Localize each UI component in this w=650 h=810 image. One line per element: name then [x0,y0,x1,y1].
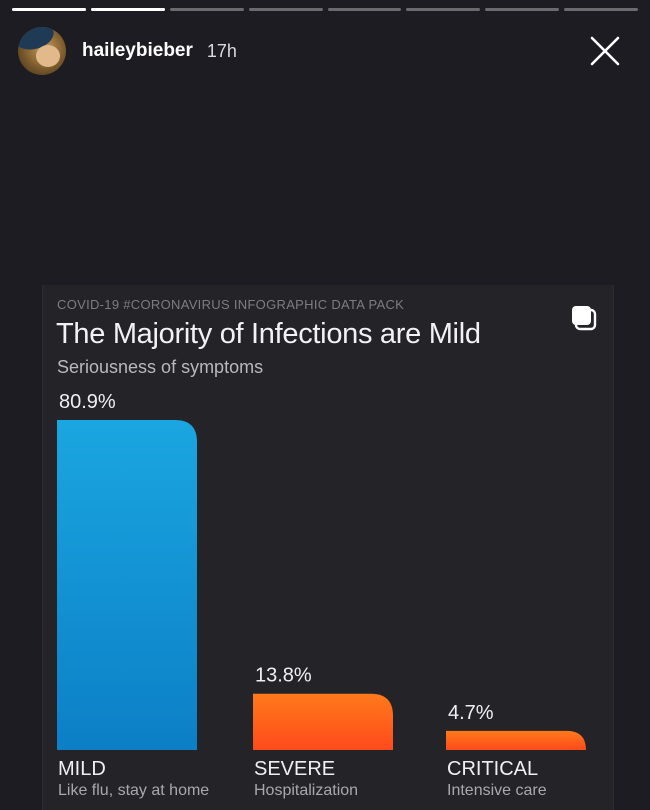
copy-icon[interactable] [569,303,599,333]
infographic-kicker: COVID-19 #CORONAVIRUS INFOGRAPHIC DATA P… [57,297,405,312]
bar-severe [253,693,393,750]
progress-segment-fill [12,8,86,11]
category-note-critical: Intensive care [447,782,547,799]
bar-mild [57,420,197,750]
progress-segment [485,8,560,11]
story-progress-bar [12,8,638,11]
progress-segment [169,8,244,11]
timestamp: 17h [206,40,237,61]
value-label-severe: 13.8% [255,665,312,687]
infographic-card: COVID-19 #CORONAVIRUS INFOGRAPHIC DATA P… [42,285,614,810]
avatar-face [36,45,60,67]
close-icon [590,36,620,66]
category-note-severe: Hospitalization [254,782,359,799]
bar-critical [446,730,586,750]
progress-segment [406,8,481,11]
copy-icon-glyph [572,306,597,331]
progress-segment [90,8,165,11]
progress-segment [248,8,323,11]
category-label-severe: SEVERE [254,758,336,780]
progress-segment [327,8,402,11]
value-label-critical: 4.7% [448,702,494,724]
close-button[interactable] [588,34,622,68]
chart-subtitle: Seriousness of symptoms [57,357,264,377]
category-label-critical: CRITICAL [447,758,539,780]
bar-chart: 80.9% 13.8% 4.7% [57,391,586,750]
progress-segment [564,8,638,11]
username[interactable]: haileybieber [82,40,193,61]
value-label-mild: 80.9% [59,391,116,413]
category-label-mild: MILD [58,758,106,780]
category-note-mild: Like flu, stay at home [58,782,210,799]
chart-title: The Majority of Infections are Mild [56,318,481,350]
progress-segment-fill [90,8,165,11]
story-header: haileybieber 17h [18,26,638,76]
progress-segment [12,8,86,11]
avatar[interactable] [18,27,66,75]
